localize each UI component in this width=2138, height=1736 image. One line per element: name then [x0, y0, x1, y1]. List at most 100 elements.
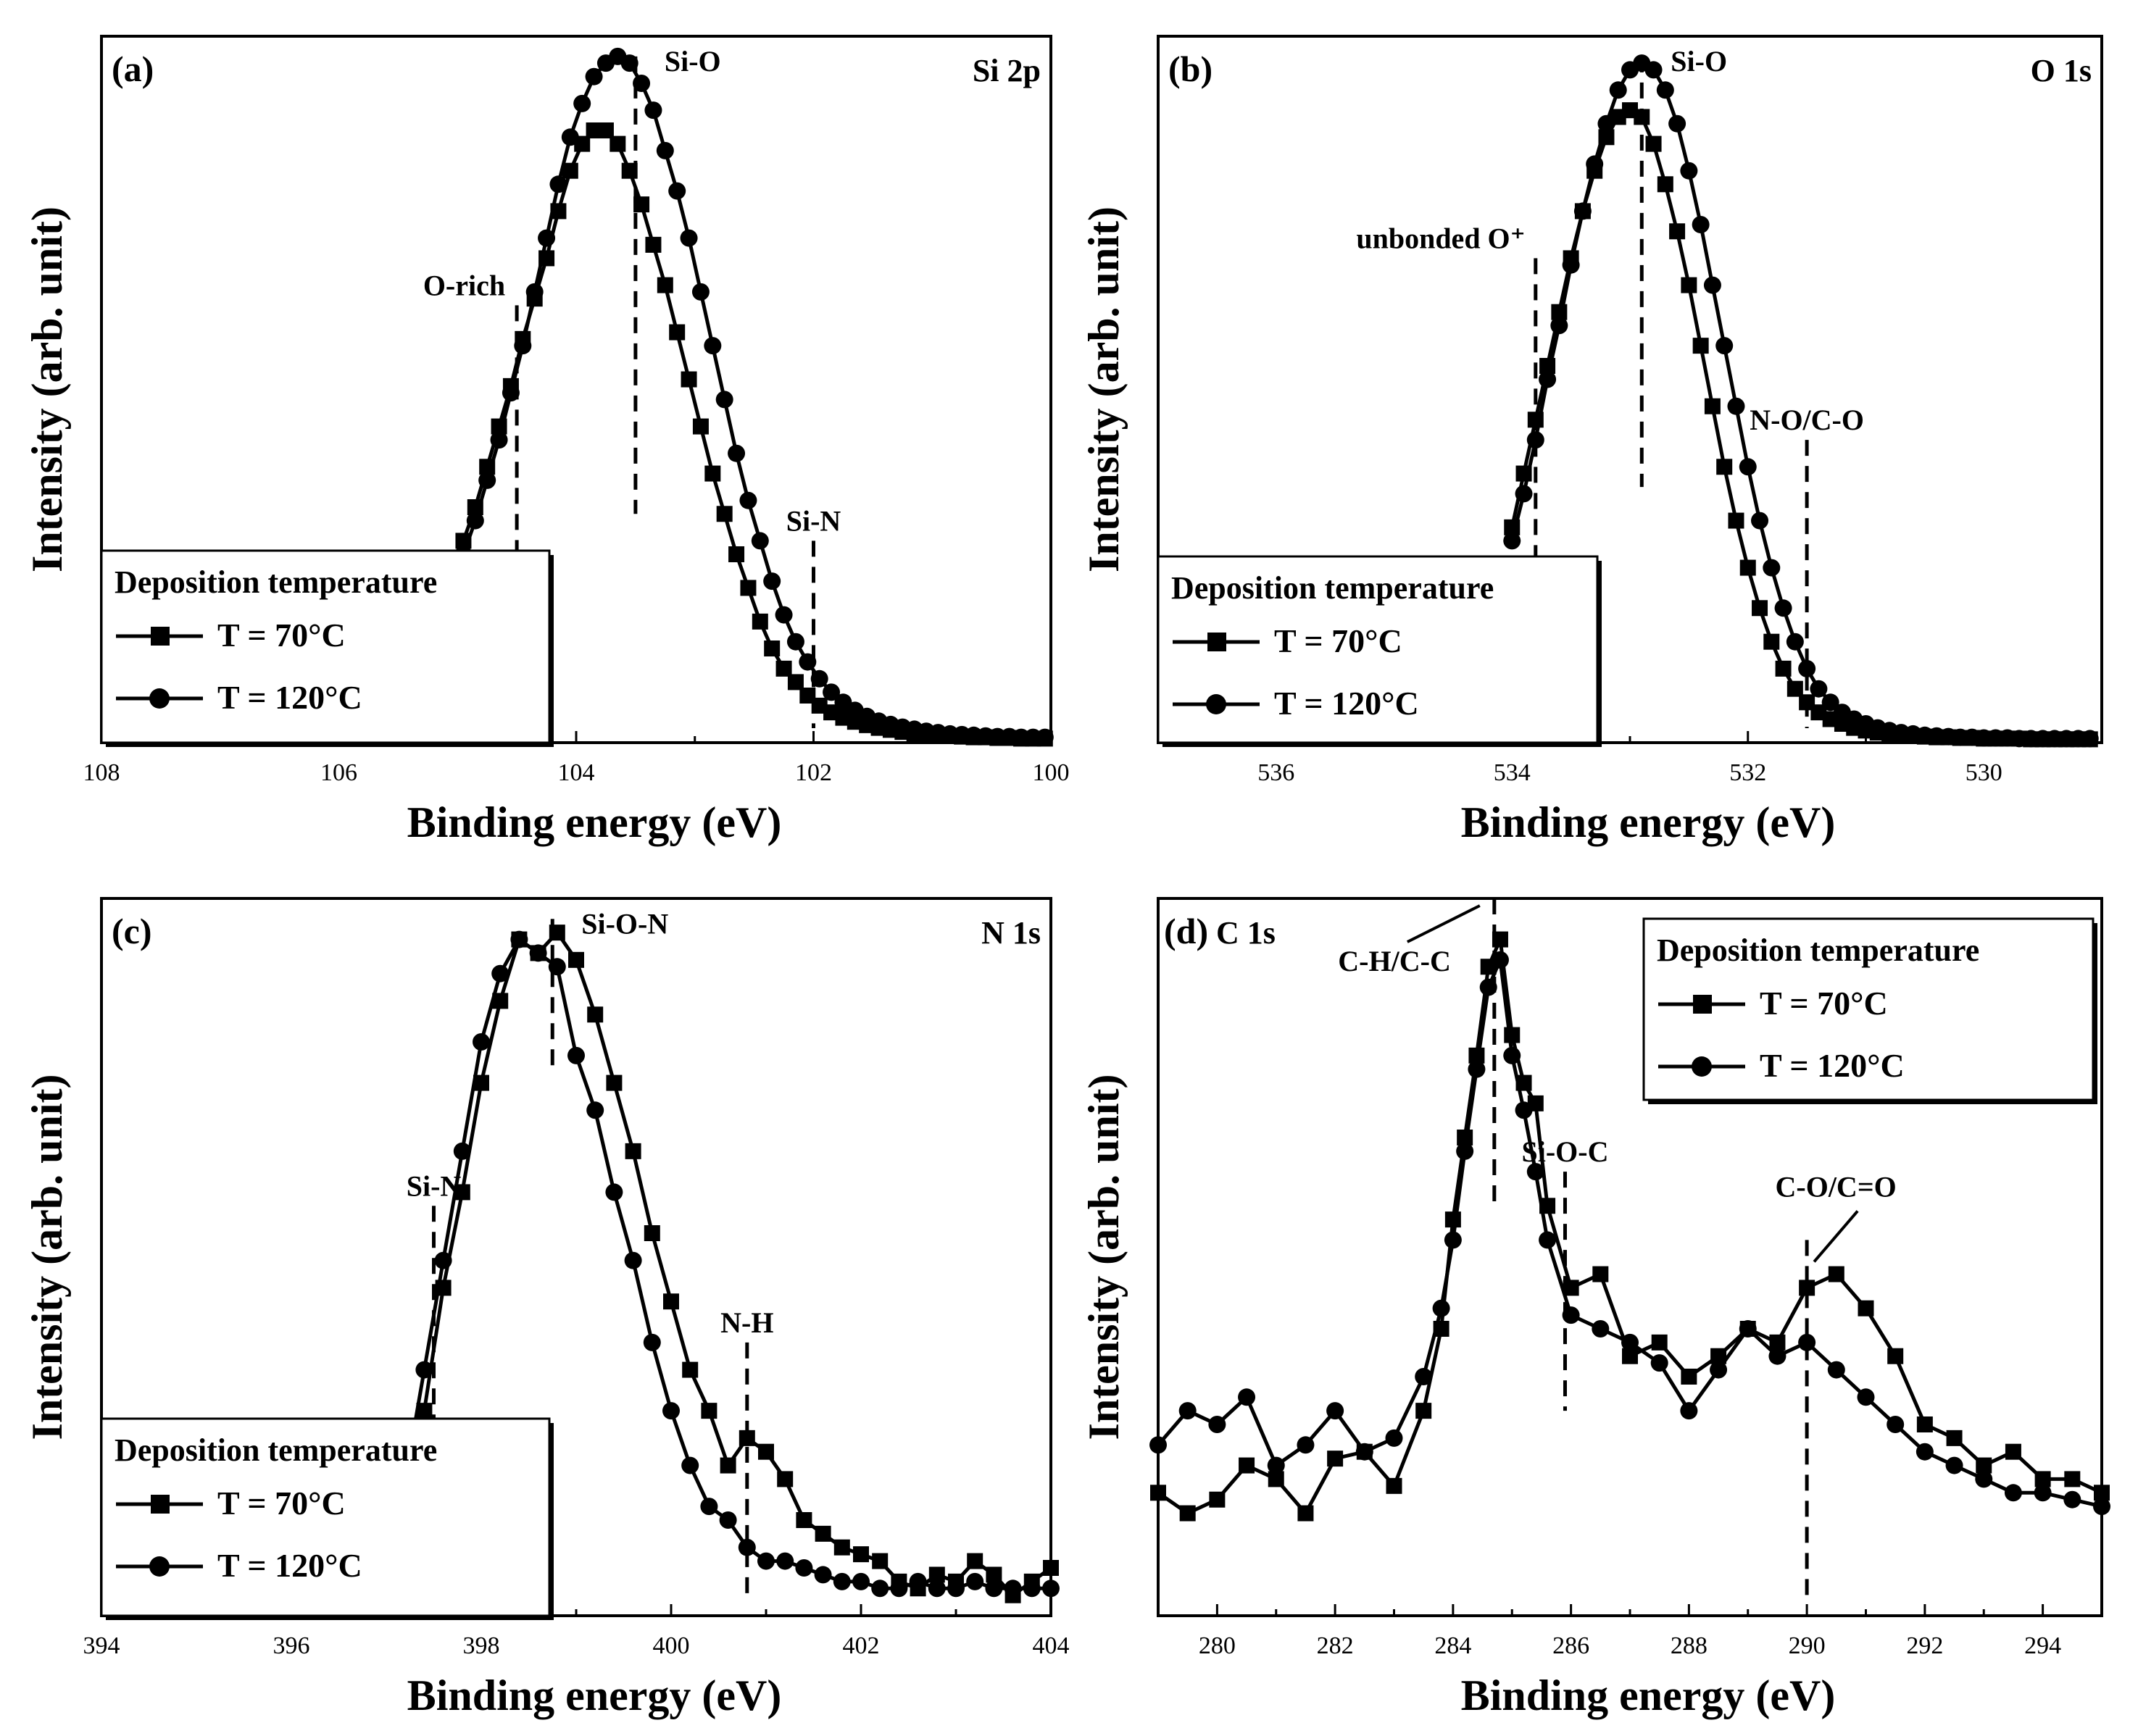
- data-point-circle: [1036, 728, 1054, 746]
- legend-box: [1157, 555, 1599, 744]
- data-point-circle: [1178, 1402, 1197, 1420]
- data-point-square: [568, 951, 584, 968]
- y-axis-title: Intensity (arb. unit): [1080, 1074, 1128, 1440]
- y-axis-title: Intensity (arb. unit): [1080, 206, 1128, 572]
- data-point-circle: [1945, 1456, 1963, 1474]
- data-point-circle: [1539, 1231, 1557, 1249]
- legend-entry-label: T = 70°C: [1274, 622, 1402, 659]
- data-point-square: [796, 1512, 812, 1528]
- data-point-circle: [473, 1033, 490, 1051]
- data-point-circle: [668, 182, 686, 200]
- data-point-circle: [1668, 114, 1686, 133]
- y-axis-title: Intensity (arb. unit): [23, 1074, 71, 1440]
- spectrum-label: Si 2p: [973, 53, 1041, 88]
- data-point-circle: [1573, 202, 1592, 220]
- peak-label: Si-O: [665, 45, 721, 78]
- data-point-circle: [795, 1559, 813, 1577]
- x-tick-label: 536: [1257, 759, 1294, 786]
- chart-panel-2: 536 534 532 530 Binding energy (eV) Intensity…: [1080, 35, 2103, 846]
- x-tick-label: 292: [1906, 1632, 1943, 1659]
- data-point-square: [625, 1143, 641, 1159]
- data-point-circle: [620, 54, 639, 72]
- data-point-square: [1239, 1457, 1255, 1474]
- data-point-circle: [947, 1579, 965, 1598]
- data-point-circle: [1715, 337, 1734, 355]
- data-point-square: [853, 1546, 869, 1563]
- data-point-circle: [1597, 114, 1615, 133]
- data-point-circle: [776, 1552, 794, 1570]
- data-point-square: [454, 1184, 470, 1201]
- x-axis-title: Binding energy (eV): [1461, 798, 1836, 846]
- data-point-circle: [1297, 1436, 1315, 1454]
- data-point-circle: [415, 1361, 433, 1379]
- data-point-square: [1799, 1280, 1815, 1296]
- data-point-circle: [751, 532, 769, 550]
- data-point-circle: [1503, 1046, 1521, 1064]
- legend-entry-label: T = 120°C: [1760, 1047, 1905, 1084]
- data-point-circle: [491, 964, 509, 982]
- data-point-square: [815, 1525, 831, 1542]
- data-point-square: [986, 1566, 1002, 1583]
- data-point-square: [728, 546, 745, 562]
- data-point-circle: [1916, 1443, 1934, 1461]
- data-point-square: [2094, 1485, 2110, 1501]
- data-point-circle: [715, 391, 733, 409]
- data-point-circle: [680, 229, 698, 247]
- data-point-circle: [928, 1579, 946, 1598]
- legend-box: [1642, 917, 2095, 1101]
- data-point-circle: [585, 67, 603, 85]
- data-point-square: [1704, 398, 1721, 414]
- peak-label: Si-O-C: [1521, 1135, 1608, 1168]
- data-point-square: [704, 465, 721, 482]
- data-point-square: [1563, 1280, 1579, 1296]
- data-point-square: [1386, 1477, 1402, 1494]
- x-tick-label: 286: [1552, 1632, 1589, 1659]
- data-point-circle: [966, 1572, 984, 1590]
- data-point-square: [1681, 277, 1697, 293]
- data-point-circle: [833, 1572, 851, 1590]
- data-point-square: [1444, 1211, 1461, 1228]
- panel-label: (d): [1164, 911, 1208, 951]
- x-axis-title: Binding energy (eV): [407, 798, 782, 846]
- data-point-circle: [502, 384, 520, 402]
- panel-label: (c): [112, 911, 152, 951]
- data-point-circle: [510, 930, 528, 948]
- data-point-circle: [1680, 162, 1698, 180]
- data-point-circle: [1609, 81, 1627, 99]
- peak-label: unbonded O⁺: [1356, 222, 1525, 254]
- x-tick-label: 100: [1033, 759, 1070, 786]
- data-point-circle: [852, 1572, 870, 1590]
- data-point-square: [1710, 1348, 1727, 1364]
- data-point-circle: [1515, 1101, 1533, 1119]
- data-point-circle: [567, 1046, 585, 1064]
- data-point-square: [681, 371, 697, 388]
- x-tick-label: 398: [463, 1632, 500, 1659]
- data-point-square: [473, 1074, 489, 1091]
- data-point-square: [967, 1553, 983, 1569]
- legend-square-icon: [1693, 995, 1712, 1014]
- data-point-square: [1592, 1266, 1609, 1282]
- data-point-circle: [1650, 1354, 1668, 1372]
- data-point-circle: [1562, 1306, 1580, 1324]
- data-point-circle: [1827, 1361, 1845, 1379]
- legend-circle-icon: [149, 688, 170, 709]
- data-point-square: [701, 1403, 717, 1419]
- data-point-square: [1415, 1403, 1432, 1419]
- data-point-circle: [656, 141, 674, 159]
- peak-label: C-O/C=O: [1776, 1170, 1897, 1203]
- data-point-square: [1763, 633, 1780, 650]
- data-point-circle: [739, 491, 757, 509]
- data-point-circle: [1208, 1416, 1226, 1433]
- x-tick-label: 294: [2024, 1632, 2061, 1659]
- data-point-circle: [1656, 81, 1674, 99]
- data-point-square: [1887, 1348, 1904, 1364]
- data-point-circle: [466, 512, 484, 530]
- data-point-square: [597, 122, 614, 138]
- data-point-square: [682, 1361, 699, 1378]
- data-point-circle: [490, 431, 508, 449]
- x-axis-title: Binding energy (eV): [407, 1672, 782, 1719]
- data-point-square: [775, 660, 792, 677]
- data-point-square: [1739, 559, 1756, 576]
- x-axis-title: Binding energy (eV): [1461, 1672, 1836, 1719]
- data-point-square: [1150, 1485, 1166, 1501]
